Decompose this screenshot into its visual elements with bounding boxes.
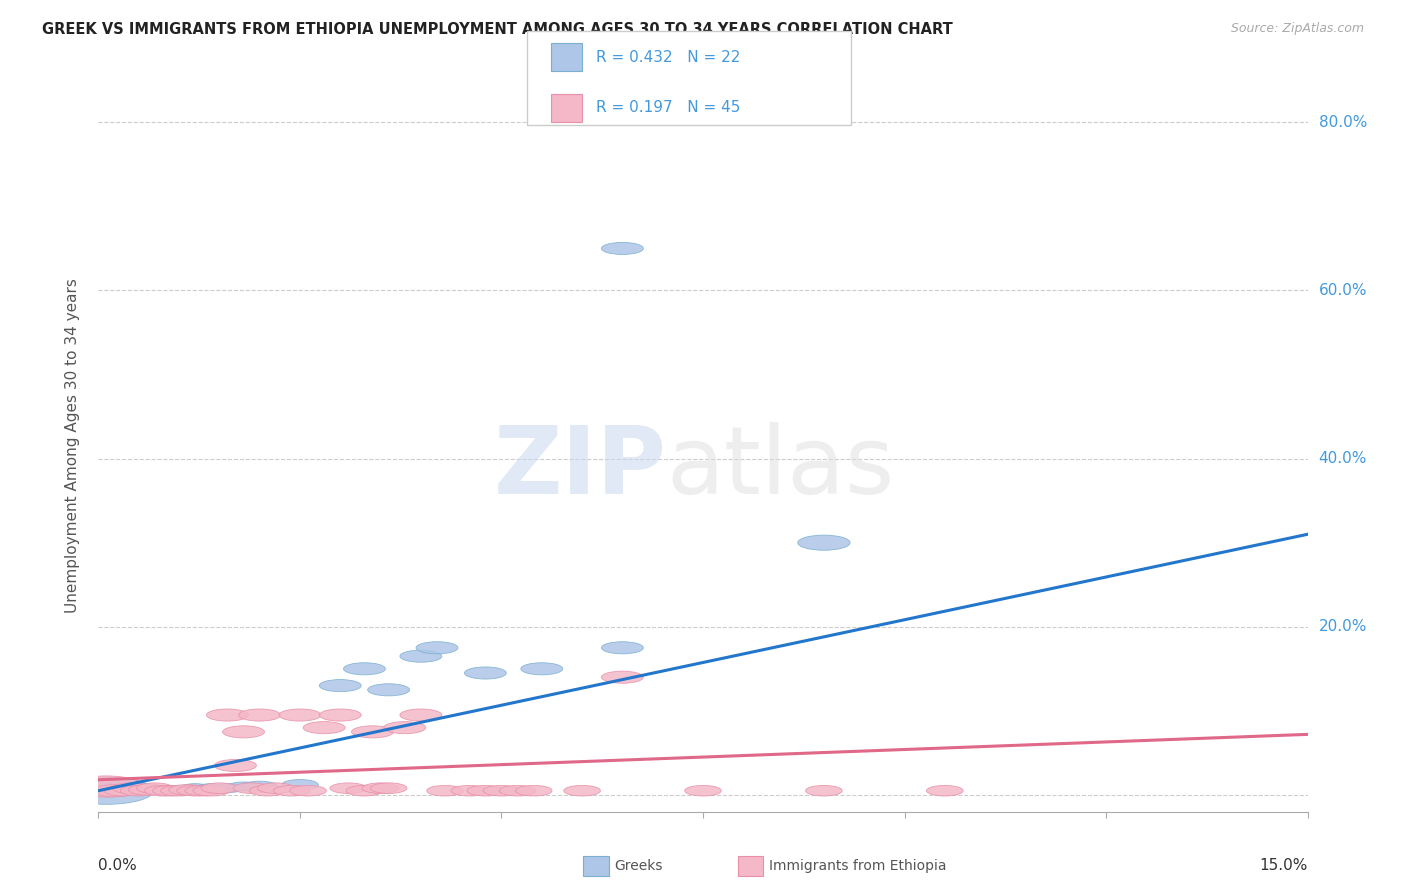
Ellipse shape xyxy=(352,726,394,738)
Ellipse shape xyxy=(367,684,409,696)
Text: GREEK VS IMMIGRANTS FROM ETHIOPIA UNEMPLOYMENT AMONG AGES 30 TO 34 YEARS CORRELA: GREEK VS IMMIGRANTS FROM ETHIOPIA UNEMPL… xyxy=(42,22,953,37)
Ellipse shape xyxy=(215,759,256,772)
Ellipse shape xyxy=(464,667,506,679)
Text: Greeks: Greeks xyxy=(614,859,662,873)
Ellipse shape xyxy=(278,709,321,721)
Ellipse shape xyxy=(177,785,214,796)
Ellipse shape xyxy=(180,784,211,793)
Text: 15.0%: 15.0% xyxy=(1260,858,1308,873)
Ellipse shape xyxy=(426,785,464,796)
Ellipse shape xyxy=(416,641,458,654)
Ellipse shape xyxy=(399,650,441,662)
Ellipse shape xyxy=(136,783,173,794)
Ellipse shape xyxy=(228,782,259,791)
Ellipse shape xyxy=(233,783,270,794)
Ellipse shape xyxy=(797,535,851,550)
Ellipse shape xyxy=(520,663,562,675)
Ellipse shape xyxy=(346,785,382,796)
Ellipse shape xyxy=(101,782,143,794)
Ellipse shape xyxy=(384,722,426,734)
Ellipse shape xyxy=(184,785,222,796)
Text: R = 0.197   N = 45: R = 0.197 N = 45 xyxy=(596,101,741,115)
Ellipse shape xyxy=(343,663,385,675)
Ellipse shape xyxy=(290,785,326,796)
Ellipse shape xyxy=(363,783,399,794)
Ellipse shape xyxy=(131,784,163,793)
Ellipse shape xyxy=(104,785,141,796)
Ellipse shape xyxy=(602,243,644,254)
Ellipse shape xyxy=(195,784,226,793)
Ellipse shape xyxy=(304,722,344,734)
Ellipse shape xyxy=(112,783,149,794)
Ellipse shape xyxy=(153,785,190,796)
Ellipse shape xyxy=(128,785,165,795)
Ellipse shape xyxy=(249,785,285,796)
Ellipse shape xyxy=(257,783,294,794)
Ellipse shape xyxy=(201,783,238,794)
Ellipse shape xyxy=(121,785,157,796)
Ellipse shape xyxy=(70,776,143,797)
Ellipse shape xyxy=(370,783,406,794)
Text: 0.0%: 0.0% xyxy=(98,858,138,873)
Ellipse shape xyxy=(399,709,441,721)
Y-axis label: Unemployment Among Ages 30 to 34 years: Unemployment Among Ages 30 to 34 years xyxy=(65,278,80,614)
Ellipse shape xyxy=(330,783,367,794)
Ellipse shape xyxy=(145,785,181,796)
Ellipse shape xyxy=(163,785,195,795)
Ellipse shape xyxy=(160,785,197,796)
Ellipse shape xyxy=(484,785,520,796)
Ellipse shape xyxy=(467,785,503,796)
Ellipse shape xyxy=(59,777,153,805)
Ellipse shape xyxy=(207,709,249,721)
Ellipse shape xyxy=(806,785,842,796)
Ellipse shape xyxy=(516,785,553,796)
Ellipse shape xyxy=(242,781,278,792)
Text: 20.0%: 20.0% xyxy=(1319,619,1367,634)
Ellipse shape xyxy=(602,641,644,654)
Ellipse shape xyxy=(148,785,179,795)
Ellipse shape xyxy=(927,785,963,796)
Ellipse shape xyxy=(499,785,536,796)
Text: atlas: atlas xyxy=(666,422,896,514)
Text: 40.0%: 40.0% xyxy=(1319,451,1367,467)
Ellipse shape xyxy=(193,785,229,796)
Text: R = 0.432   N = 22: R = 0.432 N = 22 xyxy=(596,50,741,64)
Text: 60.0%: 60.0% xyxy=(1319,283,1367,298)
Ellipse shape xyxy=(685,785,721,796)
Ellipse shape xyxy=(281,780,318,790)
Ellipse shape xyxy=(451,785,488,796)
Ellipse shape xyxy=(222,726,264,738)
Text: Source: ZipAtlas.com: Source: ZipAtlas.com xyxy=(1230,22,1364,36)
Ellipse shape xyxy=(564,785,600,796)
Ellipse shape xyxy=(169,785,205,795)
Ellipse shape xyxy=(212,784,243,793)
Text: 80.0%: 80.0% xyxy=(1319,115,1367,130)
Text: ZIP: ZIP xyxy=(494,422,666,514)
Ellipse shape xyxy=(122,786,155,796)
Text: Immigrants from Ethiopia: Immigrants from Ethiopia xyxy=(769,859,946,873)
Ellipse shape xyxy=(319,709,361,721)
Ellipse shape xyxy=(94,785,135,797)
Ellipse shape xyxy=(602,671,644,683)
Ellipse shape xyxy=(239,709,281,721)
Ellipse shape xyxy=(319,680,361,691)
Ellipse shape xyxy=(274,785,311,796)
